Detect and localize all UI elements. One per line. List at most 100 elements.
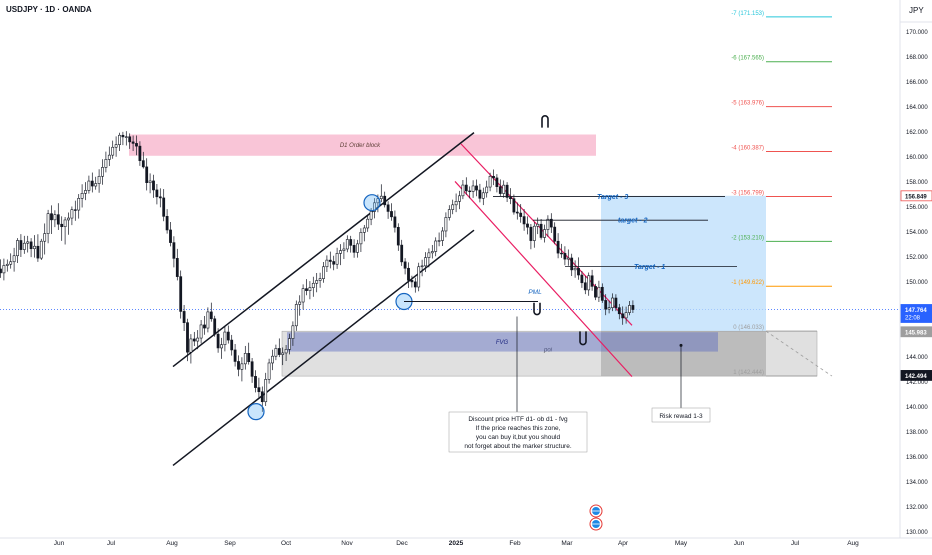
candle-body (628, 305, 631, 313)
fib-level-label: -2 (153.210) (731, 235, 764, 241)
candle-body (325, 259, 329, 268)
candle-body (114, 144, 118, 148)
candle-body (124, 136, 128, 138)
candle-body (237, 361, 240, 370)
candle-body (182, 311, 186, 323)
candle-body (107, 154, 111, 160)
candle-body (250, 361, 254, 377)
price-badge-countdown: 22:08 (905, 315, 921, 321)
candle-body (356, 243, 359, 253)
candle-body (230, 339, 234, 351)
poi-zone[interactable] (281, 330, 818, 377)
candle-body (407, 267, 410, 281)
candle-body (485, 186, 489, 194)
candle-body (492, 175, 495, 179)
candle-body (471, 185, 475, 192)
risk-reward-box[interactable] (651, 407, 711, 423)
candle-body (379, 195, 383, 199)
candle-body (43, 233, 47, 242)
price-badge (900, 190, 932, 202)
candle-body (131, 141, 135, 144)
price-tick-label: 164.000 (906, 105, 928, 111)
candle-body (77, 198, 81, 211)
candle-body (46, 213, 50, 234)
candle-body (301, 288, 305, 303)
candle-body (318, 278, 322, 281)
candle-body (53, 214, 57, 221)
candle-body (101, 167, 104, 177)
candle-body (90, 180, 94, 187)
descending-channel-lower[interactable] (454, 181, 633, 378)
us-flag-event-icon[interactable] (589, 504, 603, 518)
candle-body (19, 240, 23, 250)
fvg-zone[interactable] (287, 332, 718, 352)
price-tick-label: 130.000 (906, 530, 928, 536)
pml-label: PML (528, 289, 542, 296)
candle-body (111, 146, 115, 156)
candle-body (475, 185, 478, 191)
candle-body (162, 197, 166, 217)
price-tick-label: 154.000 (906, 230, 928, 236)
candles (0, 131, 635, 412)
price-tick-label: 160.000 (906, 155, 928, 161)
candle-body (529, 226, 533, 241)
candle-body (512, 198, 516, 213)
candle-body (260, 391, 264, 403)
note-box[interactable] (448, 411, 588, 453)
candle-body (12, 255, 16, 263)
time-axis[interactable]: Jun Jul Aug Sep Oct Nov Dec 2025 Feb Mar Apr May Jun… (54, 540, 859, 547)
candle-body (138, 145, 142, 161)
target-1-label: Target - 1 (634, 264, 665, 271)
symbol-label[interactable]: USDJPY · 1D · OANDA (6, 5, 92, 14)
candle-body (322, 266, 325, 279)
long-position-stop-zone[interactable] (601, 331, 766, 377)
candle-body (97, 175, 101, 184)
note-line: you can buy it,but you should (476, 434, 561, 441)
fib-extension-levels[interactable]: -7 (171.153) -6 (167.565) -5 (163.976) -4 (… (731, 11, 832, 377)
candle-body (247, 353, 251, 363)
candle-body (305, 288, 308, 291)
candle-body (434, 240, 438, 252)
candle-body (5, 263, 9, 266)
candle-body (213, 318, 217, 335)
candle-body (420, 265, 424, 268)
fib-level-label: 0 (146.033) (733, 325, 764, 331)
fib-level-label: -1 (149.622) (731, 280, 764, 286)
price-tick-label: 142.000 (906, 380, 928, 386)
candle-body (294, 304, 298, 327)
ascending-channel-upper[interactable] (172, 132, 475, 368)
time-tick-label: Sep (224, 540, 236, 547)
candle-body (349, 239, 353, 246)
price-tick-label: 168.000 (906, 55, 928, 61)
candle-body (16, 240, 19, 257)
candle-body (145, 166, 149, 183)
candle-body (583, 282, 587, 291)
candle-body (587, 275, 591, 291)
candle-body (243, 353, 247, 365)
candle-body (383, 195, 387, 206)
candle-body (240, 363, 244, 370)
order-block-zone[interactable] (129, 134, 596, 156)
candle-body (566, 257, 570, 260)
price-tick-label: 170.000 (906, 30, 928, 36)
candle-body (118, 134, 121, 145)
us-flag-event-icon[interactable] (589, 517, 603, 531)
candle-body (570, 257, 574, 271)
price-axis[interactable]: 130.000 132.000 134.000 136.000 138.000 140.0… (906, 30, 928, 536)
ascending-channel-lower[interactable] (172, 229, 475, 467)
time-tick-label: Aug (847, 540, 859, 547)
candle-body (199, 324, 203, 339)
note-line: Discount price HTF d1- ob d1 - fvg (468, 416, 568, 423)
risk-reward-anchor (679, 343, 683, 347)
candle-body (104, 159, 108, 168)
candle-body (441, 230, 444, 241)
candle-body (621, 313, 625, 319)
candle-body (152, 180, 155, 191)
candle-body (284, 349, 288, 354)
candle-body (223, 331, 227, 345)
candle-body (560, 252, 563, 255)
candle-body (509, 197, 512, 199)
candle-body (403, 261, 407, 269)
